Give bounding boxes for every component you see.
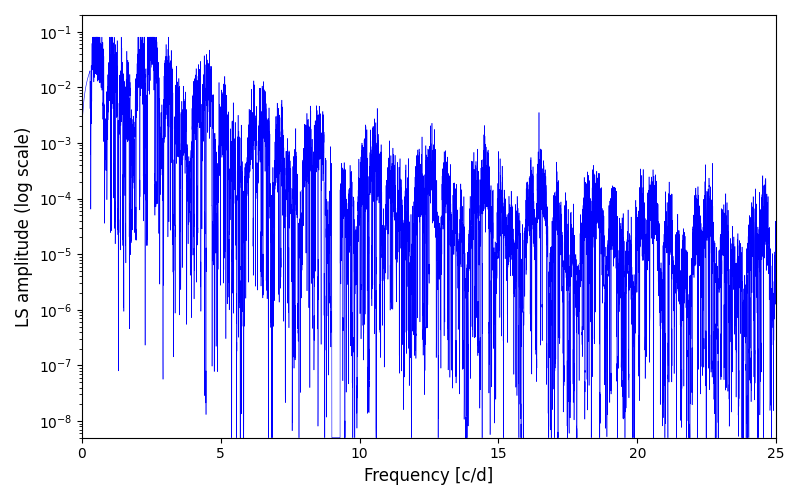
Y-axis label: LS amplitude (log scale): LS amplitude (log scale) [15,126,33,326]
X-axis label: Frequency [c/d]: Frequency [c/d] [364,467,494,485]
